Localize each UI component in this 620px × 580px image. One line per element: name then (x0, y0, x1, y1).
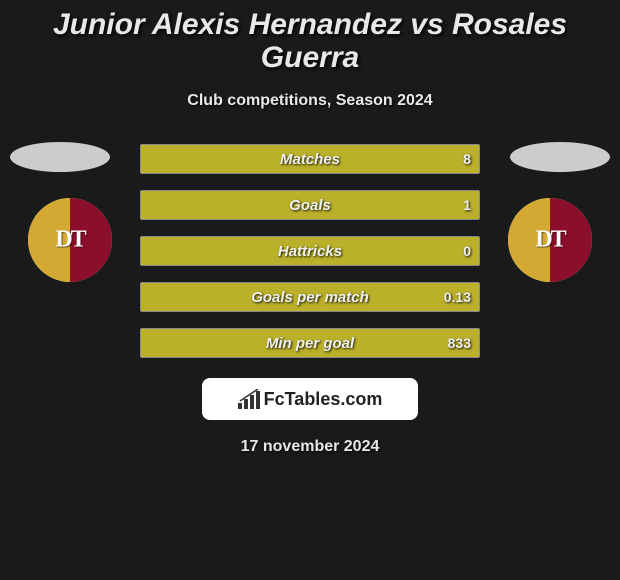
stat-value: 8 (463, 151, 471, 167)
date-text: 17 november 2024 (0, 438, 620, 456)
stat-value: 833 (448, 335, 471, 351)
team-logo-inner: DT (28, 198, 112, 282)
stat-value: 1 (463, 197, 471, 213)
chart-icon (238, 389, 262, 409)
stat-bar: Goals 1 (140, 190, 480, 220)
stat-label: Min per goal (266, 335, 354, 352)
stat-label: Hattricks (278, 243, 342, 260)
stat-bar: Matches 8 (140, 144, 480, 174)
logo-text: DT (55, 227, 84, 254)
brand-watermark[interactable]: FcTables.com (202, 378, 418, 420)
player-avatar-left (10, 142, 110, 172)
stat-value: 0.13 (444, 289, 471, 305)
stats-bars: Matches 8 Goals 1 Hattricks 0 Goals per match 0… (140, 144, 480, 358)
stat-label: Goals (289, 197, 331, 214)
player-avatar-right (510, 142, 610, 172)
stat-label: Matches (280, 151, 340, 168)
team-logo-left: DT (28, 198, 112, 282)
team-logo-right: DT (508, 198, 592, 282)
stats-area: DT DT Matches 8 Goals 1 Hattricks 0 Goals per … (0, 144, 620, 358)
stat-value: 0 (463, 243, 471, 259)
comparison-title: Junior Alexis Hernandez vs Rosales Guerr… (0, 0, 620, 74)
season-subtitle: Club competitions, Season 2024 (0, 92, 620, 110)
brand-name: FcTables.com (264, 389, 383, 410)
stat-label: Goals per match (251, 289, 369, 306)
stat-bar: Min per goal 833 (140, 328, 480, 358)
team-logo-inner: DT (508, 198, 592, 282)
stat-bar: Hattricks 0 (140, 236, 480, 266)
comparison-card: Junior Alexis Hernandez vs Rosales Guerr… (0, 0, 620, 580)
logo-text: DT (535, 227, 564, 254)
stat-bar: Goals per match 0.13 (140, 282, 480, 312)
